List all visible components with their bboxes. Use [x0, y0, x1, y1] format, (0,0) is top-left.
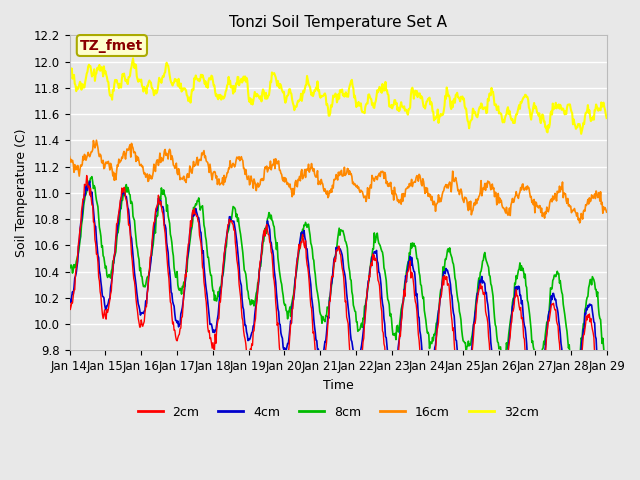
Legend: 2cm, 4cm, 8cm, 16cm, 32cm: 2cm, 4cm, 8cm, 16cm, 32cm	[132, 401, 543, 424]
Title: Tonzi Soil Temperature Set A: Tonzi Soil Temperature Set A	[229, 15, 447, 30]
Y-axis label: Soil Temperature (C): Soil Temperature (C)	[15, 129, 28, 257]
Text: TZ_fmet: TZ_fmet	[80, 38, 143, 52]
X-axis label: Time: Time	[323, 379, 353, 392]
